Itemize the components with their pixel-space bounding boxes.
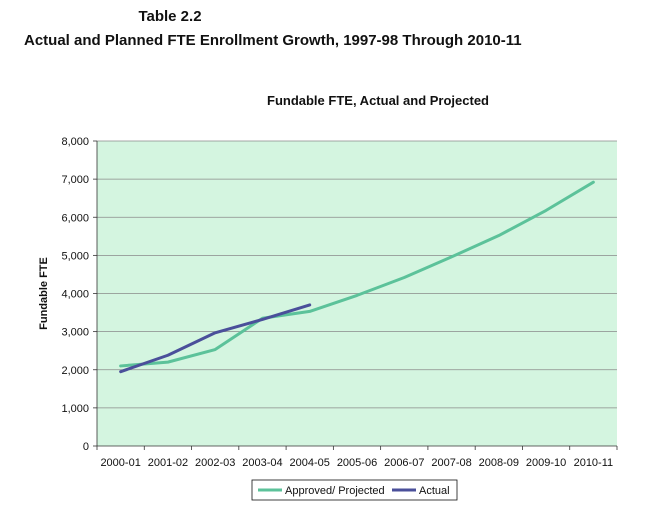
x-tick-label: 2002-03	[195, 457, 235, 469]
y-tick-label: 4,000	[61, 289, 89, 301]
x-tick-label: 2005-06	[337, 457, 377, 469]
y-tick-label: 8,000	[61, 136, 89, 148]
x-tick-label: 2001-02	[148, 457, 188, 469]
x-tick-label: 2006-07	[384, 457, 424, 469]
series-lines	[119, 180, 595, 374]
x-axis-ticks: 2000-01 2001-02 2002-03 2003-04 2004-05 2005-…	[96, 446, 618, 469]
y-tick-label: 5,000	[61, 250, 89, 262]
x-tick-label: 2000-01	[100, 457, 140, 469]
y-tick-label: 7,000	[61, 174, 89, 186]
legend-box	[251, 479, 458, 501]
gridlines	[96, 140, 617, 447]
x-tick-label: 2007-08	[431, 457, 471, 469]
y-axis-ticks: 0 1,000 2,000 3,000 4,000 5,000 6,000 7,000 8,00…	[61, 136, 97, 453]
legend-label-actual: Actual	[419, 485, 450, 497]
y-tick-label: 3,000	[61, 327, 89, 339]
y-tick-label: 1,000	[61, 403, 89, 415]
x-tick-label: 2004-05	[290, 457, 330, 469]
document-title: Table 2.2	[138, 8, 202, 25]
series-line-approved-projected	[119, 180, 595, 368]
series-line-actual	[119, 303, 312, 374]
document-subtitle: Actual and Planned FTE Enrollment Growth…	[24, 32, 522, 49]
x-tick-label: 2003-04	[242, 457, 282, 469]
y-tick-label: 2,000	[61, 365, 89, 377]
y-tick-label: 0	[83, 441, 89, 453]
legend-label-approved-projected: Approved/ Projected	[285, 485, 385, 497]
x-tick-label: 2008-09	[479, 457, 519, 469]
y-axis-title: Fundable FTE	[38, 257, 50, 330]
x-tick-label: 2010-11	[574, 457, 614, 469]
x-tick-label: 2009-10	[526, 457, 566, 469]
legend: Approved/ Projected Actual	[251, 479, 458, 501]
chart-title: Fundable FTE, Actual and Projected	[267, 93, 489, 108]
y-tick-label: 6,000	[61, 212, 89, 224]
